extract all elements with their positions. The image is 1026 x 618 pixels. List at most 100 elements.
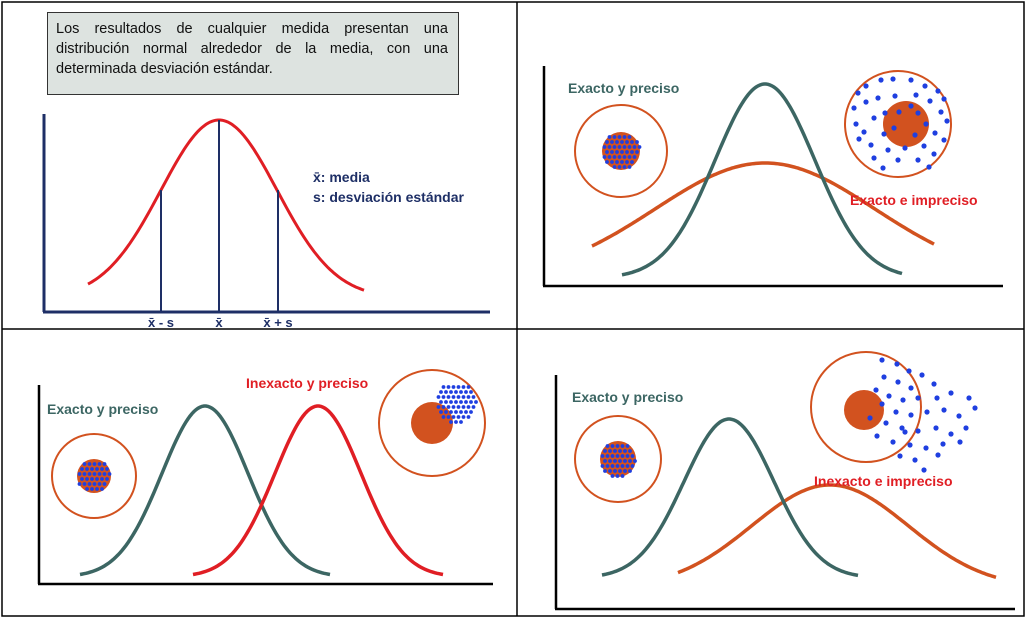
scattered-dots — [867, 357, 978, 473]
dot — [610, 454, 615, 458]
dot — [613, 469, 617, 473]
dot — [618, 449, 622, 453]
dot — [628, 449, 632, 453]
description-note: Los resultados de cualquier medida prese… — [47, 12, 459, 95]
dot — [90, 487, 94, 491]
target-biased-imprecise — [810, 351, 978, 473]
tick-label-mean: x̄ — [215, 315, 223, 330]
dot — [439, 400, 443, 404]
dot — [466, 415, 471, 419]
dot — [451, 405, 456, 409]
dot — [446, 405, 451, 409]
dot — [915, 110, 921, 116]
dot — [899, 425, 905, 431]
dot — [454, 400, 458, 404]
dot — [630, 140, 634, 144]
dot — [922, 83, 928, 89]
label-inexacto-preciso: Inexacto y preciso — [246, 375, 368, 391]
dot — [605, 150, 609, 154]
dot — [635, 140, 639, 144]
dot — [471, 405, 476, 409]
dot — [600, 454, 605, 458]
dot — [612, 135, 617, 139]
dot — [931, 381, 937, 387]
dot — [875, 95, 881, 101]
dot — [602, 155, 607, 159]
dot — [469, 400, 473, 404]
dot — [620, 454, 625, 458]
dot — [625, 444, 630, 448]
dot — [602, 145, 607, 149]
dot — [441, 415, 446, 419]
dot — [77, 472, 82, 476]
dot — [97, 482, 102, 486]
dot — [100, 467, 104, 471]
dot — [906, 368, 912, 374]
dot — [908, 412, 914, 418]
dot — [615, 444, 620, 448]
dot — [456, 415, 461, 419]
dot — [894, 361, 900, 367]
target-biased — [378, 369, 486, 477]
dot — [82, 462, 87, 466]
dot — [632, 145, 637, 149]
dot — [948, 390, 954, 396]
dot — [637, 145, 642, 149]
dot — [615, 454, 620, 458]
accurate-curve — [79, 404, 331, 577]
dot — [627, 165, 632, 169]
dot — [886, 393, 892, 399]
dot — [97, 472, 102, 476]
dot — [446, 385, 451, 389]
dot — [456, 405, 461, 409]
dot — [617, 135, 622, 139]
dot — [863, 99, 869, 105]
dot — [617, 145, 622, 149]
dot — [921, 143, 927, 149]
dot — [620, 444, 625, 448]
dot — [627, 135, 632, 139]
dot — [612, 155, 617, 159]
dot — [439, 390, 443, 394]
dot — [461, 385, 466, 389]
dot — [610, 474, 615, 478]
dot — [105, 467, 109, 471]
dot — [623, 459, 627, 463]
dot — [882, 110, 888, 116]
dot — [451, 415, 456, 419]
dot — [454, 420, 458, 424]
dot — [449, 410, 453, 414]
sd-lines — [160, 120, 279, 312]
dot — [890, 439, 896, 445]
dot — [439, 410, 443, 414]
dot — [610, 464, 615, 468]
dot — [932, 130, 938, 136]
dot — [605, 454, 610, 458]
dot — [622, 155, 627, 159]
dot — [941, 407, 947, 413]
dot — [915, 395, 921, 401]
dot — [620, 140, 624, 144]
dot — [620, 160, 624, 164]
dot — [620, 150, 624, 154]
dot — [625, 464, 630, 468]
dot — [627, 145, 632, 149]
panel-exacto-impreciso: Exacto y preciso Exacto e impreciso — [542, 66, 1003, 288]
dot — [441, 405, 446, 409]
dot — [449, 390, 453, 394]
dot — [620, 474, 625, 478]
dot — [632, 155, 637, 159]
target-precise — [574, 104, 668, 198]
normal-curve — [87, 118, 365, 292]
dot — [102, 482, 107, 486]
dot — [620, 464, 625, 468]
dot — [902, 429, 908, 435]
dot — [102, 472, 107, 476]
dot — [908, 77, 914, 83]
dot — [85, 487, 89, 491]
accurate-curve — [601, 417, 859, 578]
dot — [77, 482, 82, 486]
dot — [623, 449, 627, 453]
tick-label-minus-sd: x̄ - s — [148, 315, 174, 330]
